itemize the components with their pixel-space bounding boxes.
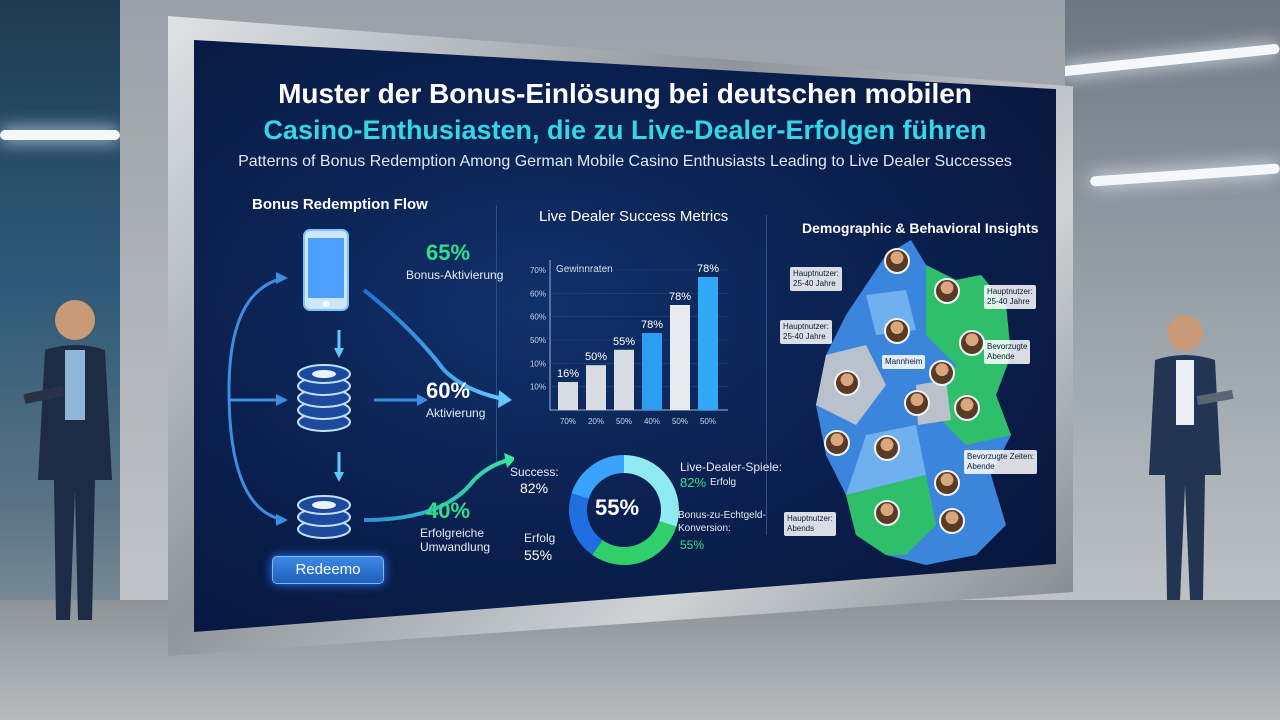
map-label-northeast-line2: 25-40 Jahre bbox=[987, 297, 1030, 306]
donut-live-dealer-label: Live-Dealer-Spiele: bbox=[680, 460, 783, 474]
map-label-west-line1: Hauptnutzer: bbox=[783, 322, 829, 331]
avatar bbox=[824, 430, 850, 456]
map-label-east-line2: Abende bbox=[987, 352, 1015, 361]
donut-slice bbox=[623, 455, 679, 527]
section-divider bbox=[496, 205, 497, 465]
map-label-east-line1: Bevorzugte bbox=[987, 342, 1028, 351]
bar bbox=[698, 277, 718, 410]
map-label-southeast-line2: Abende bbox=[967, 462, 995, 471]
avatar bbox=[874, 435, 900, 461]
flow-arrows bbox=[227, 272, 514, 526]
donut-conversion-label-line2: Konversion: bbox=[678, 523, 731, 534]
map-label-west-line2: 25-40 Jahre bbox=[783, 332, 826, 341]
step3-percent: 40% bbox=[426, 498, 471, 523]
bar-value-label: 78% bbox=[641, 319, 663, 331]
avatar bbox=[884, 318, 910, 344]
bar-value-label: 78% bbox=[669, 291, 691, 303]
step3-label-line2: Umwandlung bbox=[420, 540, 491, 554]
donut-success-value: 82% bbox=[520, 480, 549, 496]
avatar bbox=[929, 360, 955, 386]
demographics-heading: Demographic & Behavioral Insights bbox=[802, 220, 1039, 236]
map-label-south-line1: Hauptnutzer: bbox=[787, 514, 833, 523]
donut-center-label: 55% bbox=[595, 495, 640, 520]
infographic-screen: Muster der Bonus-Einlösung bei deutschen… bbox=[194, 40, 1056, 632]
x-tick-label: 50% bbox=[616, 417, 632, 426]
bar bbox=[642, 333, 662, 410]
bar-chart: Gewinnraten 70% 60% 60% 50% 10% 10% 16% 70% 50% 20… bbox=[530, 260, 728, 426]
avatar bbox=[884, 248, 910, 274]
donut-success-label: Success: bbox=[510, 465, 559, 479]
x-tick-label: 20% bbox=[588, 417, 604, 426]
section-divider bbox=[766, 215, 767, 535]
map-label-north: Hauptnutzer: 25-40 Jahre bbox=[790, 267, 842, 291]
map-label-south-line2: Abends bbox=[787, 524, 815, 533]
donut-slice bbox=[571, 455, 625, 500]
map-label-west: Hauptnutzer: 25-40 Jahre bbox=[780, 320, 832, 344]
legend-label: Gewinnraten bbox=[556, 264, 613, 275]
step2-percent: 60% bbox=[426, 378, 471, 403]
bar bbox=[614, 349, 634, 410]
map-label-southeast: Bevorzugte Zeiten: Abende bbox=[964, 450, 1038, 474]
donut-conversion-label-line1: Bonus-zu-Echtgeld- bbox=[678, 510, 766, 521]
step3-label-line1: Erfolgreiche bbox=[420, 526, 485, 540]
map-label-northeast: Hauptnutzer: 25-40 Jahre bbox=[984, 285, 1036, 309]
chip-stack-icon bbox=[297, 495, 351, 539]
chip-stack-icon bbox=[297, 364, 351, 432]
donut-erfolg-value: 55% bbox=[524, 547, 553, 563]
x-tick-label: 50% bbox=[672, 417, 688, 426]
y-tick-label: 10% bbox=[530, 383, 546, 392]
avatar bbox=[954, 395, 980, 421]
bar-value-label: 16% bbox=[557, 368, 579, 380]
y-tick-label: 10% bbox=[530, 359, 546, 368]
step1-label: Bonus-Aktivierung bbox=[406, 268, 504, 282]
bar-value-label: 55% bbox=[613, 336, 635, 348]
ceiling-light bbox=[0, 130, 120, 140]
title-german-line2: Casino-Enthusiasten, die zu Live-Dealer-… bbox=[263, 115, 987, 145]
x-tick-label: 50% bbox=[700, 417, 716, 426]
map-label-north-line1: Hauptnutzer: bbox=[793, 269, 839, 278]
donut-conversion-value: 55% bbox=[680, 538, 705, 552]
avatar bbox=[904, 390, 930, 416]
avatar bbox=[939, 508, 965, 534]
subtitle-english: Patterns of Bonus Redemption Among Germa… bbox=[238, 153, 1012, 170]
bar-value-label: 78% bbox=[697, 263, 719, 275]
person-silhouette-left bbox=[23, 300, 112, 620]
map-label-east: Bevorzugte Abende bbox=[984, 340, 1031, 364]
bar-value-label: 50% bbox=[585, 351, 607, 363]
donut-live-dealer-suffix: Erfolg bbox=[710, 477, 737, 488]
step2-label: Aktivierung bbox=[426, 406, 486, 420]
avatar bbox=[934, 278, 960, 304]
phone-icon bbox=[303, 229, 349, 311]
donut-erfolg-label: Erfolg bbox=[524, 531, 556, 545]
x-tick-label: 40% bbox=[644, 417, 660, 426]
metrics-heading: Live Dealer Success Metrics bbox=[539, 208, 729, 225]
map-label-north-line2: 25-40 Jahre bbox=[793, 279, 836, 288]
avatar bbox=[934, 470, 960, 496]
avatar bbox=[834, 370, 860, 396]
y-tick-label: 60% bbox=[530, 313, 546, 322]
y-tick-label: 50% bbox=[530, 336, 546, 345]
donut-live-dealer-value: 82% bbox=[680, 475, 707, 490]
bar bbox=[586, 365, 606, 410]
avatar bbox=[874, 500, 900, 526]
map-label-southeast-line1: Bevorzugte Zeiten: bbox=[967, 452, 1035, 461]
person-silhouette-right bbox=[1149, 315, 1234, 600]
x-tick-label: 70% bbox=[560, 417, 576, 426]
bar bbox=[558, 382, 578, 410]
flow-heading: Bonus Redemption Flow bbox=[252, 196, 428, 213]
step1-percent: 65% bbox=[426, 240, 471, 265]
map-label-south: Hauptnutzer: Abends bbox=[784, 512, 836, 536]
bar bbox=[670, 305, 690, 410]
y-tick-label: 70% bbox=[530, 266, 546, 275]
title-german-line1: Muster der Bonus-Einlösung bei deutschen… bbox=[278, 78, 972, 109]
y-tick-label: 60% bbox=[530, 289, 546, 298]
redeem-button[interactable]: Redeemo bbox=[272, 556, 384, 584]
donut-chart bbox=[569, 455, 679, 565]
map-label-northeast-line1: Hauptnutzer: bbox=[987, 287, 1033, 296]
donut-slice bbox=[592, 520, 677, 565]
donut-slice bbox=[569, 493, 603, 555]
avatar bbox=[959, 330, 985, 356]
map-label-city: Mannheim bbox=[882, 355, 926, 369]
